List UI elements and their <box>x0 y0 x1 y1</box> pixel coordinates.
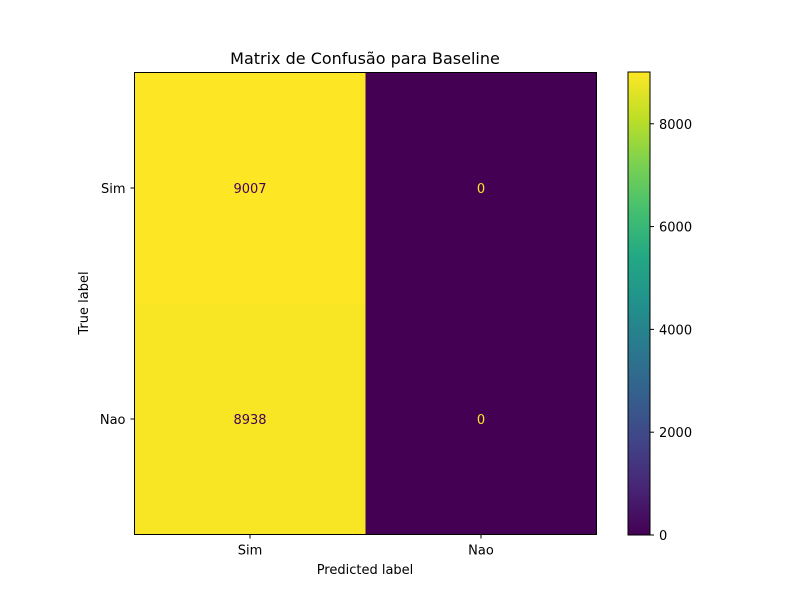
colorbar-tick-label: 6000 <box>659 221 692 236</box>
matrix-cells: 9007 0 8938 0 <box>134 72 597 535</box>
colorbar-ticks: 0 2000 4000 6000 8000 <box>650 118 692 544</box>
cell-value-label-1-1: 0 <box>477 413 485 428</box>
matrix-cell-0-1 <box>365 72 597 304</box>
colorbar-tick-label: 8000 <box>659 118 692 133</box>
matrix-frame <box>134 72 597 535</box>
y-axis-ticks: Sim Nao <box>100 182 135 428</box>
x-tick-label: Sim <box>238 544 263 559</box>
chart-title: Matrix de Confusão para Baseline <box>230 49 500 68</box>
x-axis-label: Predicted label <box>317 563 414 578</box>
matrix-cell-0-0 <box>134 72 366 304</box>
y-axis-label: True label <box>77 271 92 335</box>
matrix-cell-1-1 <box>365 303 597 535</box>
cell-value-label-0-0: 9007 <box>233 182 266 197</box>
matrix-cell-1-0 <box>134 303 366 535</box>
x-tick-label: Nao <box>468 544 494 559</box>
colorbar-tick-label: 2000 <box>659 426 692 441</box>
colorbar <box>627 71 651 536</box>
x-axis-ticks: Sim Nao <box>238 534 494 559</box>
cell-value-label-0-1: 0 <box>477 182 485 197</box>
cell-value-label-1-0: 8938 <box>233 413 266 428</box>
y-tick-label: Nao <box>100 413 126 428</box>
colorbar-tick-label: 0 <box>659 529 667 544</box>
y-tick-label: Sim <box>101 182 126 197</box>
colorbar-tick-label: 4000 <box>659 323 692 338</box>
